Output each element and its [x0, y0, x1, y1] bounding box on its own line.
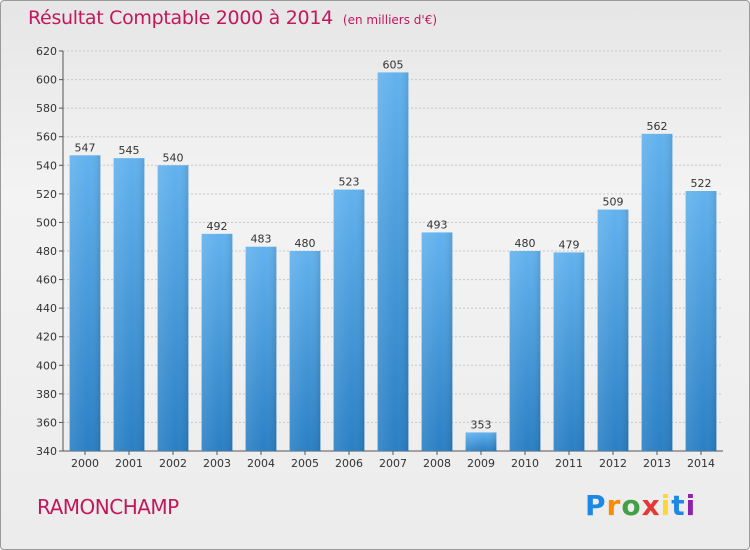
bar-shade — [553, 252, 585, 451]
bar-shade — [421, 232, 453, 451]
bar-shade — [157, 165, 189, 452]
x-tick-label: 2012 — [599, 457, 627, 470]
y-tick-label: 500 — [36, 216, 57, 229]
x-tick-label: 2008 — [423, 457, 451, 470]
bar-layer — [69, 72, 717, 452]
data-label: 522 — [691, 177, 712, 190]
y-tick-label: 360 — [36, 416, 57, 429]
proxiti-logo: Proxiti — [585, 489, 696, 522]
logo-letter: o — [621, 489, 642, 522]
data-label: 540 — [163, 151, 184, 164]
data-label: 545 — [119, 144, 140, 157]
data-label: 605 — [383, 58, 404, 71]
bar-shade — [685, 191, 717, 451]
x-tick-label: 2005 — [291, 457, 319, 470]
bar-shade — [597, 209, 629, 451]
data-label: 493 — [427, 218, 448, 231]
x-tick-label: 2007 — [379, 457, 407, 470]
bar-shade — [69, 155, 101, 452]
y-tick-label: 400 — [36, 359, 57, 372]
x-tick-label: 2001 — [115, 457, 143, 470]
x-tick-label: 2002 — [159, 457, 187, 470]
y-tick-label: 340 — [36, 445, 57, 458]
logo-letter: i — [685, 489, 697, 522]
data-label: 483 — [251, 233, 272, 246]
y-tick-label: 380 — [36, 388, 57, 401]
chart-title: Résultat Comptable 2000 à 2014 — [28, 7, 333, 29]
x-tick-label: 2009 — [467, 457, 495, 470]
y-tick-label: 560 — [36, 131, 57, 144]
chart-subtitle: (en milliers d'€) — [342, 13, 438, 27]
bar-shade — [289, 251, 321, 451]
data-label: 480 — [515, 237, 536, 250]
y-tick-label: 480 — [36, 245, 57, 258]
x-tick-label: 2011 — [555, 457, 583, 470]
y-tick-label: 620 — [36, 45, 57, 58]
data-label: 492 — [207, 220, 228, 233]
bar-shade — [641, 133, 673, 451]
y-tick-label: 460 — [36, 274, 57, 287]
data-label: 562 — [647, 120, 668, 133]
y-tick-label: 540 — [36, 159, 57, 172]
y-tick-label: 600 — [36, 74, 57, 87]
data-label-layer: 547 545 540 492 483 480 523 605 493 353 480 479 509 5… — [75, 58, 712, 431]
data-label: 480 — [295, 237, 316, 250]
logo-letter: x — [641, 489, 661, 522]
x-tick-label: 2013 — [643, 457, 671, 470]
x-tick-label: 2000 — [71, 457, 99, 470]
bar-shade — [201, 233, 233, 451]
y-tick-label: 580 — [36, 102, 57, 115]
data-label: 353 — [471, 418, 492, 431]
title-row: Résultat Comptable 2000 à 2014 (en millie… — [28, 7, 437, 29]
bar-shade — [509, 251, 541, 451]
x-tick-label: 2003 — [203, 457, 231, 470]
data-label: 479 — [559, 238, 580, 251]
bar-shade — [113, 158, 145, 451]
y-tick-label: 440 — [36, 302, 57, 315]
data-label: 509 — [603, 196, 624, 209]
logo-letter: r — [606, 489, 622, 522]
bar-shade — [465, 432, 497, 451]
place-name: RAMONCHAMP — [37, 495, 179, 519]
x-tick-label: 2010 — [511, 457, 539, 470]
bar-shade — [245, 246, 277, 451]
x-tick-label: 2014 — [687, 457, 715, 470]
data-label: 547 — [75, 141, 96, 154]
data-label: 523 — [339, 176, 360, 189]
logo-letter: i — [660, 489, 672, 522]
y-tick-label: 420 — [36, 331, 57, 344]
bar-shade — [377, 72, 409, 451]
x-tick-label: 2004 — [247, 457, 275, 470]
logo-letter: t — [671, 489, 686, 522]
x-tick-label: 2006 — [335, 457, 363, 470]
logo-letter: P — [585, 489, 607, 522]
bar-shade — [333, 189, 365, 452]
y-tick-label: 520 — [36, 188, 57, 201]
axis-layer: 340 360 380 400 420 440 460 480 500 520 540 560 580 6… — [36, 45, 723, 470]
